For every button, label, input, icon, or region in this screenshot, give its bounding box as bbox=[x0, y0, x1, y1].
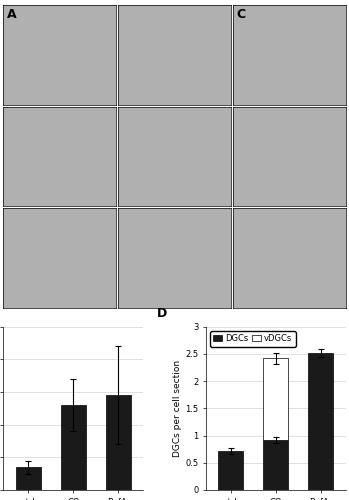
Bar bbox=[263, 440, 288, 490]
Bar bbox=[263, 358, 288, 440]
Text: C: C bbox=[236, 8, 245, 21]
Bar bbox=[309, 353, 333, 490]
Bar bbox=[106, 396, 131, 490]
Y-axis label: DGCs per cell section: DGCs per cell section bbox=[173, 360, 183, 457]
Bar bbox=[61, 405, 86, 490]
Bar bbox=[218, 451, 243, 490]
Bar bbox=[16, 467, 40, 490]
Text: A: A bbox=[7, 8, 16, 21]
Text: D: D bbox=[157, 307, 167, 320]
Legend: DGCs, vDGCs: DGCs, vDGCs bbox=[210, 331, 296, 346]
